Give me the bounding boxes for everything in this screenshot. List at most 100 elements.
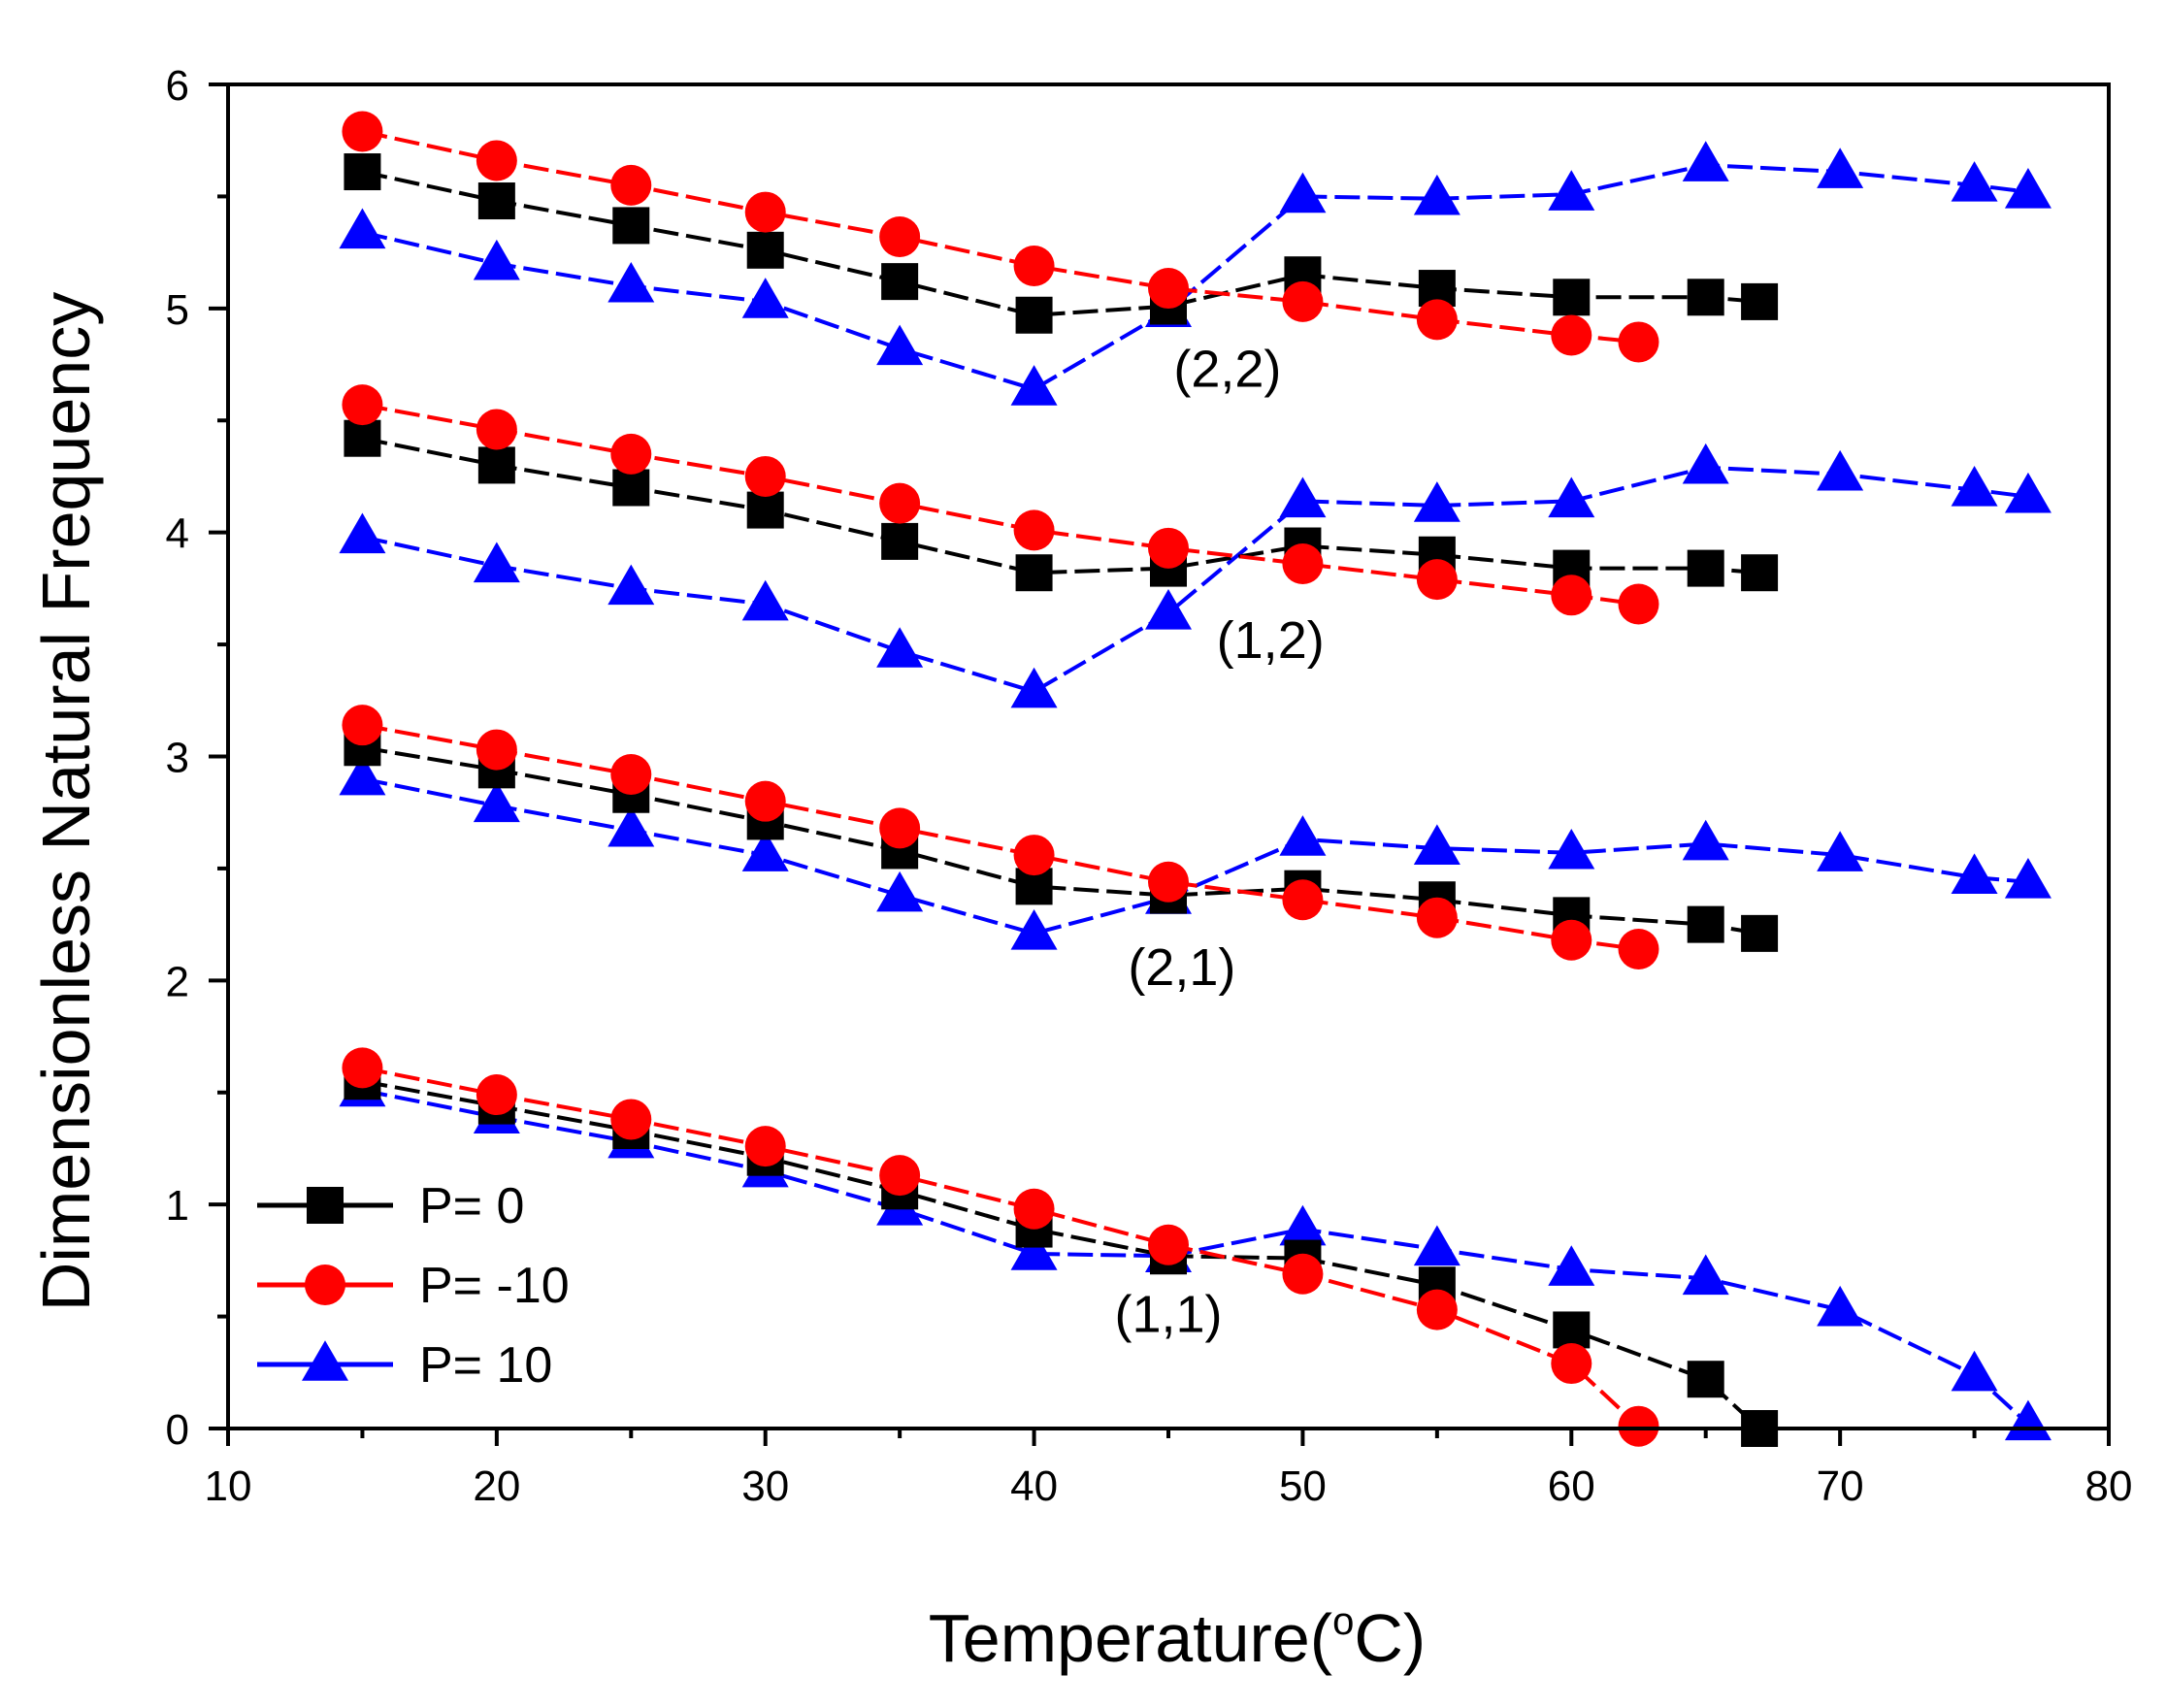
series-markers-triangle bbox=[339, 141, 2051, 1441]
data-point bbox=[1416, 897, 1458, 938]
legend-marker bbox=[305, 1265, 345, 1305]
data-point bbox=[2004, 472, 2051, 513]
series-line bbox=[362, 170, 1760, 317]
legend-marker bbox=[302, 1340, 348, 1381]
data-point bbox=[879, 482, 921, 524]
data-point bbox=[344, 419, 381, 457]
data-point bbox=[1282, 1253, 1324, 1295]
data-point bbox=[881, 522, 919, 560]
series-line bbox=[361, 163, 2029, 392]
mode-annotation: (2,1) bbox=[1128, 938, 1235, 997]
data-point bbox=[2004, 857, 2051, 899]
data-point bbox=[879, 807, 921, 849]
data-point bbox=[1148, 1224, 1189, 1265]
data-point bbox=[744, 191, 786, 233]
data-point bbox=[339, 754, 386, 796]
data-point bbox=[1741, 282, 1779, 320]
data-point bbox=[1551, 1343, 1592, 1385]
data-point bbox=[2004, 168, 2051, 209]
data-point bbox=[1279, 172, 1327, 214]
data-point bbox=[344, 153, 381, 191]
data-point bbox=[744, 455, 786, 497]
data-point bbox=[1741, 914, 1779, 952]
series-line bbox=[362, 1079, 1761, 1430]
data-point bbox=[1687, 1361, 1724, 1398]
data-point bbox=[342, 111, 383, 152]
data-point bbox=[879, 215, 921, 257]
data-point bbox=[741, 579, 789, 621]
data-point bbox=[1553, 1311, 1591, 1349]
data-point bbox=[1010, 365, 1058, 406]
data-point bbox=[1951, 466, 1998, 507]
data-point bbox=[1413, 481, 1460, 522]
data-point bbox=[876, 870, 924, 912]
data-point bbox=[1282, 280, 1324, 322]
series-layer bbox=[339, 111, 2051, 1447]
data-point bbox=[476, 140, 517, 181]
data-point bbox=[610, 753, 652, 795]
tick-labels: 10 20 30 40 50 60 70 80 0 1 2 3 4 5 6 bbox=[166, 62, 2133, 1510]
data-point bbox=[476, 1074, 517, 1116]
data-point bbox=[1682, 443, 1729, 484]
data-point bbox=[1010, 667, 1058, 708]
data-point bbox=[473, 542, 520, 583]
data-point bbox=[1951, 161, 1998, 202]
x-tick-label: 40 bbox=[1010, 1462, 1058, 1510]
data-point bbox=[1618, 1405, 1659, 1447]
series-square bbox=[362, 170, 1761, 1430]
data-point bbox=[1687, 549, 1724, 587]
data-point bbox=[1148, 268, 1189, 310]
data-point bbox=[1548, 1245, 1595, 1286]
data-point bbox=[1551, 575, 1592, 616]
data-point bbox=[1413, 174, 1460, 215]
data-point bbox=[1282, 542, 1324, 584]
data-point bbox=[607, 564, 655, 606]
data-point bbox=[1682, 141, 1729, 181]
data-point bbox=[339, 512, 386, 554]
data-point bbox=[741, 831, 789, 871]
data-point bbox=[1548, 476, 1595, 518]
data-point bbox=[1951, 853, 1998, 894]
data-point bbox=[1817, 449, 1864, 491]
data-point bbox=[881, 263, 919, 301]
x-tick-label: 10 bbox=[205, 1462, 252, 1510]
data-point bbox=[744, 1126, 786, 1167]
data-point bbox=[1618, 321, 1659, 363]
data-point bbox=[876, 324, 924, 366]
mode-annotation: (2,2) bbox=[1173, 341, 1281, 399]
data-point bbox=[342, 384, 383, 426]
data-point bbox=[477, 446, 515, 484]
data-point bbox=[1413, 1225, 1460, 1266]
data-point bbox=[1618, 929, 1659, 970]
data-point bbox=[1682, 819, 1729, 861]
series-markers-circle bbox=[342, 111, 1659, 1447]
y-axis-title: Dimensionless Natural Frequency bbox=[28, 292, 104, 1311]
data-point bbox=[876, 627, 924, 668]
data-point bbox=[879, 1155, 921, 1197]
data-point bbox=[1551, 314, 1592, 356]
x-axis-title: Temperature(oC) bbox=[929, 1600, 1426, 1676]
data-point bbox=[607, 261, 655, 303]
data-point bbox=[1416, 299, 1458, 341]
legend-item: P= 0 bbox=[257, 1178, 524, 1234]
data-point bbox=[610, 164, 652, 206]
data-point bbox=[1015, 554, 1053, 592]
series-line bbox=[362, 1088, 2030, 1426]
data-point bbox=[1279, 476, 1327, 518]
data-point bbox=[1279, 1204, 1327, 1246]
legend: P= 0 P= -10 P= 10 bbox=[257, 1178, 570, 1394]
data-point bbox=[477, 182, 515, 220]
data-point bbox=[607, 805, 655, 847]
data-point bbox=[610, 1099, 652, 1140]
annotations: (2,2) (1,2) (2,1) (1,1) bbox=[1114, 341, 1324, 1344]
data-point bbox=[1145, 588, 1192, 630]
data-point bbox=[342, 1047, 383, 1089]
data-point bbox=[741, 278, 789, 318]
data-point bbox=[1817, 148, 1864, 188]
data-point bbox=[1010, 909, 1058, 950]
series-line bbox=[362, 745, 1760, 936]
legend-label: P= 10 bbox=[419, 1337, 552, 1394]
x-tick-label: 30 bbox=[741, 1462, 789, 1510]
data-point bbox=[473, 781, 520, 823]
